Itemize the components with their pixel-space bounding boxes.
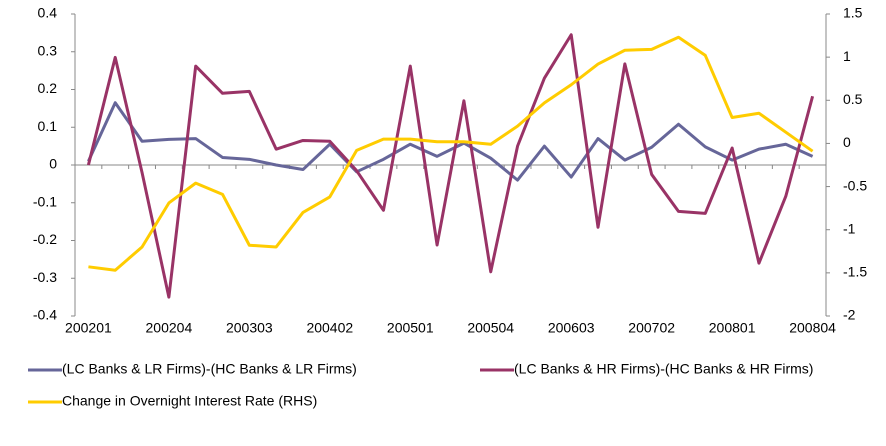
y2-tick-label: 0.5 bbox=[843, 91, 863, 107]
y2-tick-label: -1.5 bbox=[843, 264, 867, 280]
y-tick-label: 0.1 bbox=[38, 118, 58, 134]
x-tick-label: 200201 bbox=[65, 320, 112, 336]
y-tick-label: -0.1 bbox=[33, 193, 57, 209]
x-tick-label: 200504 bbox=[467, 320, 514, 336]
y-tick-label: 0.3 bbox=[38, 42, 58, 58]
x-tick-label: 200402 bbox=[306, 320, 353, 336]
y2-tick-label: 1.5 bbox=[843, 5, 863, 21]
series-line bbox=[88, 35, 814, 272]
y2-tick-label: 0 bbox=[843, 134, 851, 150]
x-tick-label: 200603 bbox=[548, 320, 595, 336]
x-tick-label: 200501 bbox=[387, 320, 434, 336]
x-tick-label: 200303 bbox=[226, 320, 273, 336]
legend-label: Change in Overnight Interest Rate (RHS) bbox=[62, 393, 317, 409]
y2-tick-label: 1 bbox=[843, 48, 851, 64]
y-tick-label: -0.2 bbox=[33, 231, 57, 247]
y2-tick-label: -2 bbox=[843, 307, 856, 323]
y-tick-label: -0.3 bbox=[33, 269, 57, 285]
legend-label: (LC Banks & LR Firms)-(HC Banks & LR Fir… bbox=[62, 361, 357, 377]
y-tick-label: 0.4 bbox=[38, 5, 58, 21]
legend-label: (LC Banks & HR Firms)-(HC Banks & HR Fir… bbox=[514, 361, 813, 377]
y2-tick-label: -0.5 bbox=[843, 177, 867, 193]
x-tick-label: 200801 bbox=[709, 320, 756, 336]
y2-tick-label: -1 bbox=[843, 220, 856, 236]
y-tick-label: -0.4 bbox=[33, 307, 57, 323]
x-tick-label: 200204 bbox=[146, 320, 193, 336]
series-line bbox=[86, 33, 815, 299]
series-line bbox=[87, 101, 814, 182]
y-tick-label: 0.2 bbox=[38, 80, 58, 96]
y-tick-label: 0 bbox=[49, 156, 57, 172]
x-tick-label: 200804 bbox=[789, 320, 836, 336]
x-tick-label: 200702 bbox=[628, 320, 675, 336]
